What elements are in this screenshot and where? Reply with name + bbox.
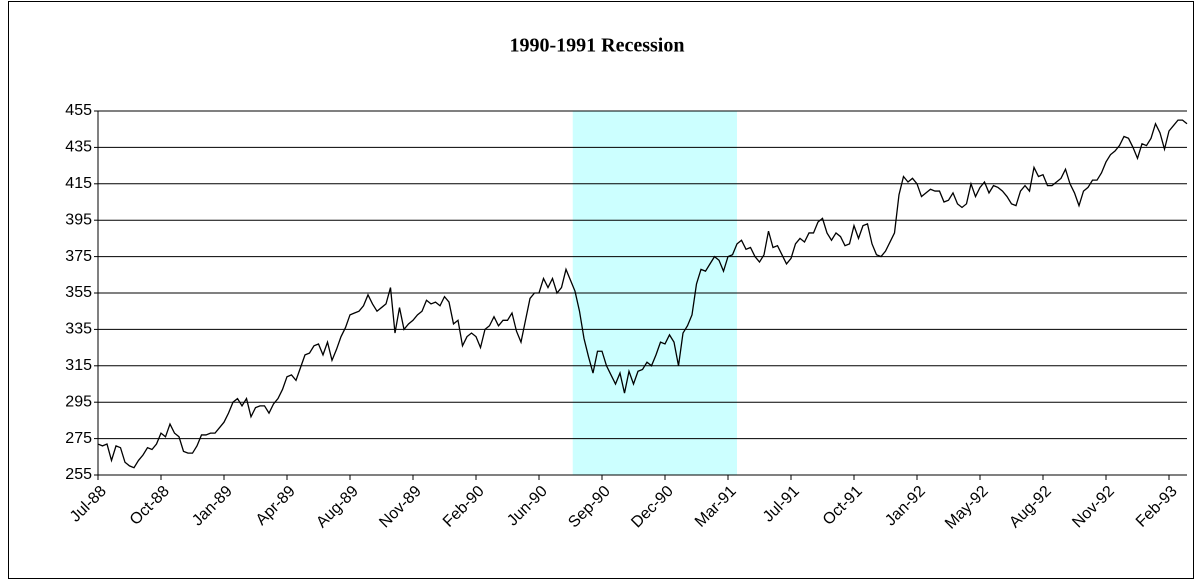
chart-title: 1990-1991 Recession [510, 35, 685, 57]
y-tick-label: 315 [65, 357, 92, 374]
y-tick-label: 435 [65, 139, 92, 156]
y-tick-label: 335 [65, 321, 92, 338]
y-tick-label: 275 [65, 430, 92, 447]
y-tick-label: 415 [65, 175, 92, 192]
y-tick-label: 375 [65, 248, 92, 265]
y-tick-label: 255 [65, 466, 92, 483]
y-tick-label: 455 [65, 102, 92, 119]
y-tick-label: 355 [65, 284, 92, 301]
grid-layer [98, 110, 1187, 476]
price-line [97, 119, 1188, 469]
y-tick-label: 395 [65, 211, 92, 228]
y-tick-label: 295 [65, 393, 92, 410]
